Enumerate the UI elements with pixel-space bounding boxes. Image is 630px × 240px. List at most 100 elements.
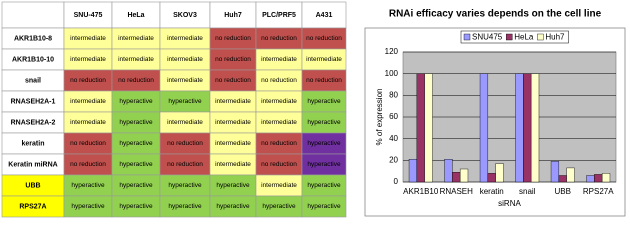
- cell-text: intermediate: [70, 56, 106, 63]
- cell-text: intermediate: [306, 56, 342, 63]
- bar: [487, 173, 496, 183]
- cell-text: intermediate: [215, 119, 251, 126]
- chart-title: RNAi efficacy varies depends on the cell…: [389, 9, 602, 20]
- x-tick-label: keratin: [480, 187, 504, 196]
- row-label: Keratin miRNA: [8, 161, 57, 168]
- row-label: AKR1B10-8: [14, 35, 52, 42]
- x-tick-label: snail: [519, 187, 536, 196]
- header-cell: [255, 1, 303, 29]
- row-label: snail: [25, 77, 41, 84]
- cell-text: hyperactive: [71, 182, 105, 189]
- cell-text: hyperactive: [168, 182, 202, 189]
- cell-text: intermediate: [261, 56, 297, 63]
- y-tick-label: 120: [385, 47, 399, 56]
- cell-text: hyperactive: [119, 98, 153, 105]
- page: RNAi efficacy varies depends on the cell…: [1, 1, 626, 218]
- cell-text: no reduction: [306, 35, 342, 42]
- cell-text: hyperactive: [262, 203, 296, 210]
- cell-text: no reduction: [306, 77, 342, 84]
- cell-text: intermediate: [215, 98, 251, 105]
- bar: [586, 175, 595, 183]
- bar: [479, 73, 489, 183]
- table-cell: [301, 195, 347, 218]
- legend-label: HeLa: [514, 33, 534, 42]
- cell-text: no reduction: [215, 35, 251, 42]
- cell-text: no reduction: [261, 161, 297, 168]
- legend-label: SNU475: [472, 33, 503, 42]
- cell-text: intermediate: [167, 56, 203, 63]
- cell-text: intermediate: [70, 119, 106, 126]
- cell-text: hyperactive: [119, 182, 153, 189]
- cell-text: hyperactive: [119, 140, 153, 147]
- cell-text: no reduction: [70, 140, 106, 147]
- cell-text: no reduction: [261, 35, 297, 42]
- cell-text: hyperactive: [216, 203, 250, 210]
- bar: [550, 161, 560, 183]
- row-label: RNASEH2A-1: [11, 98, 56, 105]
- cell-text: hyperactive: [119, 161, 153, 168]
- cell-text: no reduction: [70, 77, 106, 84]
- cell-text: no reduction: [167, 140, 203, 147]
- y-tick-label: 80: [389, 90, 398, 99]
- cell-text: hyperactive: [216, 182, 250, 189]
- bar: [408, 159, 418, 183]
- cell-text: intermediate: [261, 98, 297, 105]
- cell-text: no reduction: [118, 77, 154, 84]
- cell-text: no reduction: [70, 161, 106, 168]
- x-tick-label: RPS27A: [583, 187, 614, 196]
- bar: [523, 73, 532, 183]
- cell-text: intermediate: [261, 119, 297, 126]
- x-axis-label: siRNA: [498, 199, 521, 208]
- legend-swatch: [537, 33, 544, 41]
- header-text: A431: [316, 12, 333, 19]
- bar: [515, 73, 524, 183]
- cell-text: intermediate: [215, 140, 251, 147]
- cell-text: hyperactive: [119, 119, 153, 126]
- y-axis-label: % of expression: [375, 89, 384, 146]
- x-tick-label: AKR1B10: [403, 187, 439, 196]
- cell-text: intermediate: [167, 77, 203, 84]
- header-text: SNU-475: [74, 12, 103, 19]
- legend-frame: [460, 30, 569, 44]
- cell-text: intermediate: [70, 35, 106, 42]
- cell-text: no reduction: [215, 56, 251, 63]
- bar: [594, 174, 603, 183]
- bar: [601, 173, 611, 183]
- cell-text: hyperactive: [168, 203, 202, 210]
- cell-text: hyperactive: [119, 203, 153, 210]
- row-label: UBB: [25, 182, 40, 189]
- y-tick-label: 20: [389, 155, 398, 164]
- y-tick-label: 60: [389, 112, 398, 121]
- header-text: HeLa: [127, 12, 144, 19]
- bar: [530, 73, 540, 183]
- cell-text: intermediate: [215, 161, 251, 168]
- row-label: RPS27A: [19, 203, 46, 210]
- cell-text: hyperactive: [307, 98, 341, 105]
- row-label: AKR1B10-10: [12, 56, 54, 63]
- cell-text: intermediate: [70, 98, 106, 105]
- cell-text: no reduction: [215, 77, 251, 84]
- cell-text: no reduction: [261, 77, 297, 84]
- y-tick-label: 0: [394, 177, 399, 186]
- x-tick-label: RNASEH: [440, 187, 474, 196]
- legend-swatch: [463, 33, 471, 41]
- y-tick-label: 40: [389, 134, 398, 143]
- row-label: keratin: [22, 140, 45, 147]
- bar: [558, 175, 567, 183]
- cell-text: intermediate: [261, 182, 297, 189]
- cell-text: no reduction: [261, 140, 297, 147]
- bar: [495, 163, 504, 183]
- legend-swatch: [506, 33, 513, 41]
- bar: [452, 172, 461, 183]
- legend-label: Huh7: [545, 33, 565, 42]
- cell-text: hyperactive: [307, 182, 341, 189]
- cell-text: hyperactive: [307, 203, 341, 210]
- bar: [566, 167, 575, 183]
- header-text: PLC/PRF5: [262, 12, 296, 19]
- y-tick-label: 100: [385, 69, 399, 78]
- cell-text: intermediate: [167, 119, 203, 126]
- header-cell: [111, 1, 161, 29]
- header-text: SKOV3: [173, 12, 197, 19]
- cell-text: hyperactive: [307, 140, 341, 147]
- x-tick-label: UBB: [555, 187, 571, 196]
